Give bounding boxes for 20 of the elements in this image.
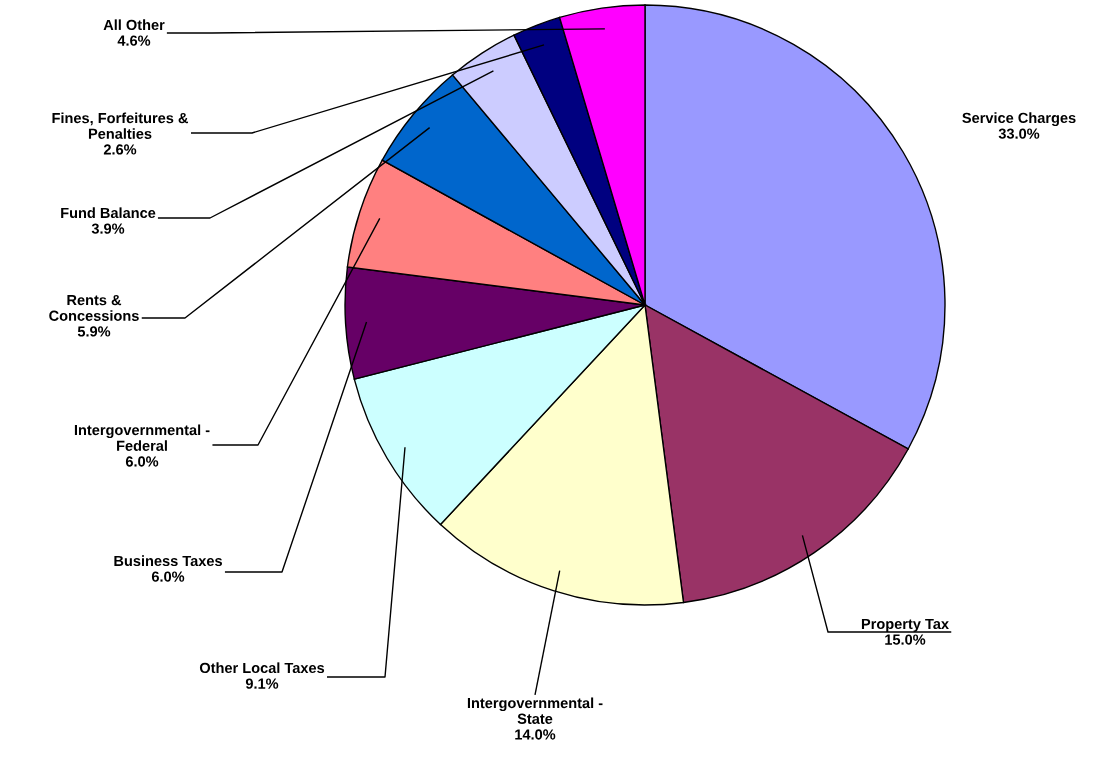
data-label: 33.0% [998,128,1040,139]
slice-label: Intergovernmental - Federal [74,424,210,451]
data-label: 3.9% [91,223,125,234]
data-label: 14.0% [515,729,556,740]
slice-label: Fines, Forfeitures & Penalties [52,112,189,139]
slice-label: Fund Balance [61,207,156,219]
data-label: 5.9% [77,326,111,337]
slice-label: Service Charges [962,112,1076,126]
slice-label: Property Tax [861,618,949,632]
data-label: 6.0% [151,571,185,582]
data-label: 15.0% [885,634,926,645]
slice-label: Intergovernmental - State [467,697,603,724]
slice-label: All Other [103,19,165,31]
data-label: 4.6% [117,35,151,46]
slice-label: Business Taxes [114,555,222,567]
data-label: 2.6% [103,144,137,155]
slice-label: Other Local Taxes [199,662,325,674]
slice-label: Rents & Concessions [49,294,139,321]
data-label: 6.0% [125,456,159,467]
data-label: 9.1% [245,678,279,689]
